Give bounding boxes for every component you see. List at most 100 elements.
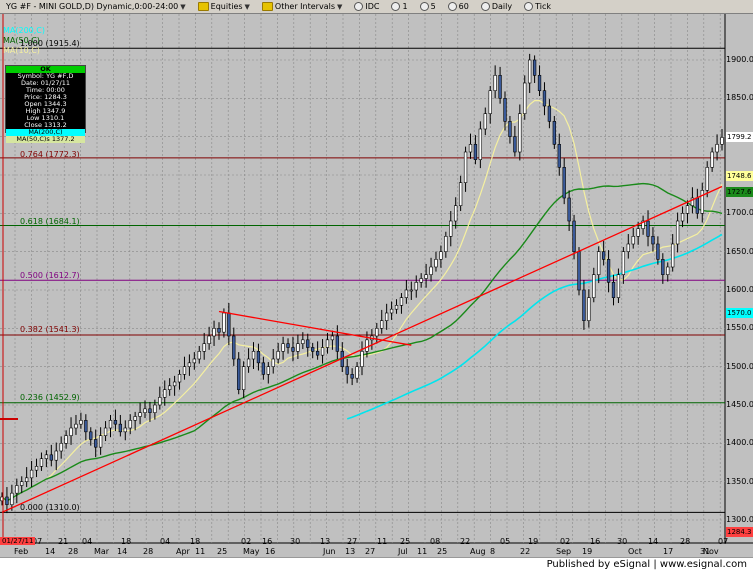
x-axis-label: 22 [460, 537, 471, 546]
candle-body [646, 220, 650, 237]
fib-500-label: 0.500 (1612.7) [20, 271, 80, 280]
candle-body [237, 358, 241, 390]
candle-body [518, 113, 522, 153]
candle-body [587, 297, 591, 321]
candle-body [113, 420, 118, 425]
interval-daily-button[interactable]: Daily [477, 0, 516, 14]
candle-body [320, 347, 325, 356]
ma200-legend: MA(200,C) [3, 26, 46, 35]
candle-body [488, 90, 492, 114]
candle-body [330, 335, 335, 341]
candle-body [138, 412, 142, 417]
other-intervals-button[interactable]: Other Intervals ▼ [258, 0, 346, 14]
fib-618-label: 0.618 (1684.1) [20, 217, 80, 226]
trendlines [1, 185, 723, 513]
candle-body [246, 358, 251, 367]
price-flag: 1727.6 [726, 187, 753, 198]
interval-tick-button[interactable]: Tick [520, 0, 555, 14]
candle-body [720, 137, 724, 145]
candle-body [375, 328, 379, 337]
candle-body [680, 213, 685, 222]
x-axis-label: 14 [648, 537, 659, 546]
candle-body [133, 416, 137, 421]
candle-body [562, 167, 566, 199]
candle-body [444, 236, 448, 252]
candle-body [365, 339, 369, 352]
candle-body [202, 343, 206, 352]
data-close: Close 1313.2 [24, 121, 67, 129]
candle-body [39, 458, 44, 467]
candle-body [168, 385, 172, 390]
y-axis-label: 1450.0 [726, 400, 753, 409]
y-axis-label: 1650.0 [726, 246, 753, 256]
candle-body [256, 351, 261, 364]
fib-1000-label: 1.000 (1915.4) [20, 39, 80, 48]
price-chart[interactable] [0, 14, 753, 557]
candle-body [315, 351, 320, 356]
interval-idc-button[interactable]: IDC [350, 0, 383, 14]
x-axis-label: May [243, 547, 260, 556]
x-axis-label: 19 [528, 537, 539, 546]
x-axis-label: 04 [160, 537, 171, 546]
interval-1-button[interactable]: 1 [387, 0, 411, 14]
x-axis-label: 11 [377, 537, 388, 546]
x-axis-label: 19 [582, 547, 593, 556]
x-axis-label: 18 [190, 537, 201, 546]
fib-786-label: 0.764 (1772.3) [20, 150, 80, 159]
candle-body [528, 59, 532, 84]
interval-icon [391, 2, 401, 11]
candle-body [651, 236, 655, 245]
x-axis-label: 30 [290, 537, 301, 546]
interval-idc-label: IDC [365, 2, 380, 11]
interval-icon [354, 2, 364, 11]
interval-5-button[interactable]: 5 [416, 0, 440, 14]
x-axis-label: Jun [323, 547, 336, 556]
symbol-selector[interactable]: YG #F - MINI GOLD,D) Dynamic,0:00-24:00 … [2, 0, 190, 14]
candle-body [148, 408, 152, 413]
candle-body [15, 485, 19, 494]
equities-button[interactable]: Equities ▼ [194, 0, 254, 14]
candle-body [389, 308, 394, 314]
candle-body [64, 435, 68, 444]
candle-body [217, 328, 221, 333]
interval-60-button[interactable]: 60 [444, 0, 473, 14]
candle-body [118, 423, 123, 433]
candle-body [301, 339, 305, 344]
candle-body [350, 374, 354, 379]
candle-body [89, 431, 93, 440]
x-axis-label: Apr [176, 547, 190, 556]
x-axis-label: 16 [590, 537, 601, 546]
candle-body [286, 343, 290, 348]
ma200-line [346, 233, 723, 420]
uptrend-line [1, 185, 723, 513]
candle-body [666, 266, 670, 275]
folder-icon [261, 2, 273, 11]
candle-body [577, 251, 581, 291]
candle-body [597, 251, 601, 275]
x-axis-label: Nov [703, 547, 719, 556]
candle-body [552, 121, 556, 145]
candle-body [700, 190, 704, 214]
data-window[interactable]: OK Symbol: YG #F,D Date: 01/27/11 Time: … [5, 65, 86, 143]
x-axis-label: 25 [217, 547, 228, 556]
y-axis-label: 1700.0 [726, 208, 753, 218]
candle-body [380, 320, 384, 329]
candle-body [616, 274, 621, 298]
candle-body [473, 144, 478, 160]
candle-body [675, 220, 680, 245]
candle-body [449, 220, 453, 237]
x-axis-label: 02 [241, 537, 252, 546]
candle-body [177, 374, 182, 383]
candle-body [227, 312, 231, 337]
candle-body [636, 228, 640, 237]
candle-body [695, 197, 699, 214]
x-axis-label: 11 [195, 547, 206, 556]
candle-body [44, 454, 49, 459]
x-axis-label: Aug [470, 547, 486, 556]
x-axis-label: 07 [32, 537, 43, 546]
x-axis-label: Jul [398, 547, 408, 556]
candle-body [325, 339, 330, 348]
data-open: Open 1344.3 [24, 100, 67, 108]
candle-body [710, 151, 714, 168]
candle-body [498, 75, 502, 99]
